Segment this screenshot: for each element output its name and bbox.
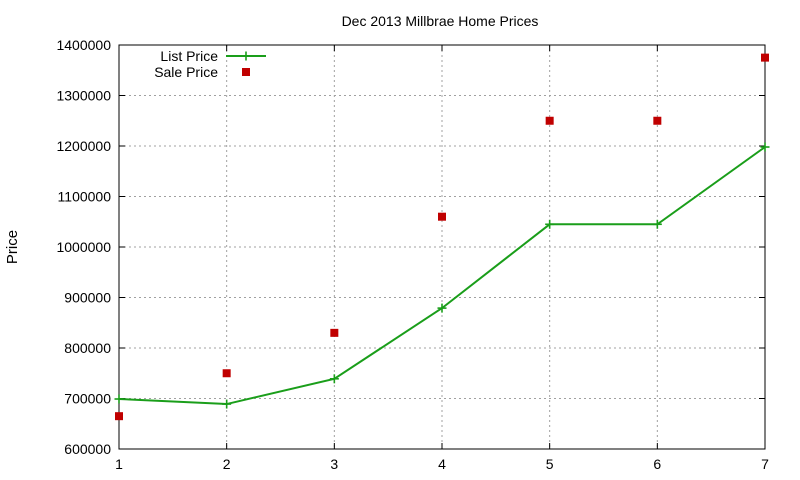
legend-label: List Price <box>160 48 218 64</box>
x-tick-label: 4 <box>438 456 446 472</box>
data-point <box>761 53 769 62</box>
series-list-price <box>114 142 770 409</box>
y-tick-label: 800000 <box>64 340 111 356</box>
legend-marker <box>242 68 250 76</box>
data-point <box>115 412 123 421</box>
y-tick-label: 600000 <box>64 441 111 457</box>
y-tick-label: 1000000 <box>56 239 111 255</box>
data-point <box>222 369 231 378</box>
grid <box>119 45 765 449</box>
x-tick-label: 3 <box>330 456 338 472</box>
y-axis-label: Price <box>4 230 21 264</box>
data-point <box>114 394 124 404</box>
data-point <box>545 219 555 229</box>
data-point <box>652 219 662 229</box>
data-point <box>438 212 446 221</box>
series-sale-price <box>115 53 769 421</box>
x-tick-label: 1 <box>115 456 123 472</box>
axes: 1 2 3 4 5 6 7 600000 700000 800000 900000 1000000 11… <box>56 37 769 472</box>
data-point <box>545 116 554 125</box>
data-point <box>330 328 339 337</box>
legend-marker <box>241 51 251 61</box>
y-tick-label: 900000 <box>64 290 111 306</box>
data-point <box>437 303 447 313</box>
x-tick-label: 7 <box>761 456 769 472</box>
series <box>114 53 770 421</box>
y-tick-label: 1100000 <box>58 189 112 205</box>
y-tick-label: 700000 <box>64 391 111 407</box>
x-tick-label: 6 <box>653 456 661 472</box>
data-point <box>760 142 770 152</box>
data-point <box>329 374 339 384</box>
x-tick-label: 5 <box>546 456 554 472</box>
x-tick-label: 2 <box>223 456 231 472</box>
y-tick-label: 1200000 <box>56 138 111 154</box>
legend-label: Sale Price <box>154 64 218 80</box>
plot-frame <box>118 44 766 450</box>
chart-title: Dec 2013 Millbrae Home Prices <box>342 13 539 29</box>
data-point <box>653 116 662 125</box>
data-point <box>222 399 232 409</box>
y-tick-label: 1400000 <box>56 37 111 53</box>
y-tick-label: 1300000 <box>56 88 111 104</box>
